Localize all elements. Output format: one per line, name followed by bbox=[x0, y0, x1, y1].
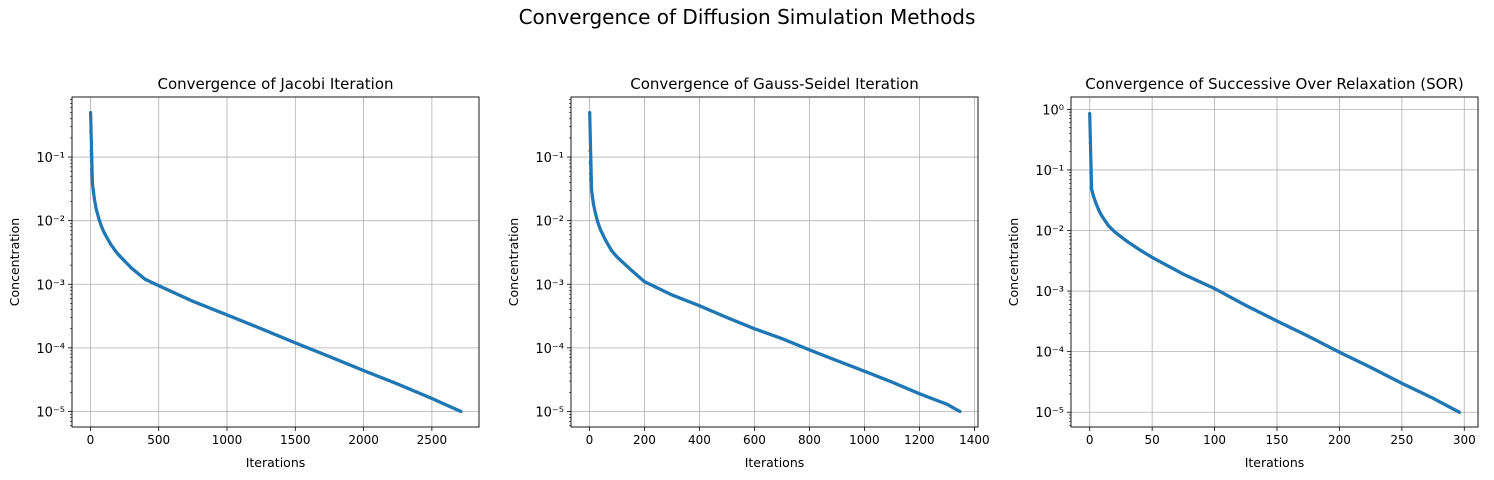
subplot-title: Convergence of Jacobi Iteration bbox=[157, 75, 393, 93]
y-tick-label: 10⁻⁴ bbox=[36, 342, 65, 357]
x-tick-label: 0 bbox=[1086, 433, 1094, 447]
y-tick-label: 10⁻³ bbox=[1035, 285, 1064, 300]
y-tick-label: 10⁻⁵ bbox=[36, 405, 65, 420]
y-tick-label: 10⁻⁴ bbox=[1035, 346, 1064, 361]
x-tick-label: 1400 bbox=[959, 433, 990, 447]
subplot-title: Convergence of Gauss-Seidel Iteration bbox=[630, 75, 919, 93]
y-tick-label: 10⁰ bbox=[1042, 103, 1064, 118]
x-tick-label: 2000 bbox=[348, 433, 379, 447]
y-tick-label: 10⁻⁵ bbox=[1035, 406, 1064, 421]
x-tick-label: 50 bbox=[1145, 433, 1160, 447]
y-tick-label: 10⁻² bbox=[1035, 225, 1064, 240]
x-tick-label: 1500 bbox=[280, 433, 311, 447]
y-axis-label: Concentration bbox=[506, 218, 521, 306]
series-line bbox=[1088, 111, 1461, 414]
series-line bbox=[88, 110, 463, 414]
subplot-3: 0 50 100 150 200 250 300 10⁻⁵ 10⁻⁴ 10⁻³ 10⁻² 10⁻¹ 10… bbox=[1006, 75, 1479, 470]
x-tick-label: 600 bbox=[743, 433, 766, 447]
series-line bbox=[588, 110, 962, 414]
y-tick-label: 10⁻¹ bbox=[535, 151, 564, 166]
x-tick-label: 1200 bbox=[904, 433, 935, 447]
x-axis-label: Iterations bbox=[246, 455, 306, 470]
y-tick-label: 10⁻² bbox=[36, 215, 65, 230]
x-tick-label: 100 bbox=[1203, 433, 1226, 447]
x-tick-label: 1000 bbox=[212, 433, 243, 447]
x-tick-label: 250 bbox=[1390, 433, 1413, 447]
x-tick-label: 300 bbox=[1453, 433, 1476, 447]
x-tick-label: 200 bbox=[633, 433, 656, 447]
x-tick-label: 200 bbox=[1328, 433, 1351, 447]
y-tick-label: 10⁻⁵ bbox=[535, 405, 564, 420]
data-markers bbox=[1088, 112, 1461, 414]
y-tick-label: 10⁻¹ bbox=[1035, 164, 1064, 179]
y-tick-label: 10⁻² bbox=[535, 215, 564, 230]
x-axis-label: Iterations bbox=[1245, 455, 1305, 470]
x-tick-label: 150 bbox=[1266, 433, 1289, 447]
subplot-title: Convergence of Successive Over Relaxatio… bbox=[1085, 75, 1464, 93]
y-tick-label: 10⁻³ bbox=[36, 278, 65, 293]
y-axis-label: Concentration bbox=[7, 218, 22, 306]
figure-title: Convergence of Diffusion Simulation Meth… bbox=[518, 5, 976, 29]
x-axis-label: Iterations bbox=[745, 455, 805, 470]
y-tick-label: 10⁻¹ bbox=[36, 151, 65, 166]
y-axis-label: Concentration bbox=[1006, 218, 1021, 306]
x-tick-label: 1000 bbox=[849, 433, 880, 447]
x-tick-label: 500 bbox=[147, 433, 170, 447]
axes-frame bbox=[1070, 96, 1479, 428]
subplot-1: 0 500 1000 1500 2000 2500 10⁻⁵ 10⁻⁴ 10⁻³ 10⁻² 10⁻¹… bbox=[7, 75, 480, 470]
axes-frame bbox=[570, 96, 979, 428]
x-tick-label: 2500 bbox=[417, 433, 448, 447]
x-tick-label: 400 bbox=[688, 433, 711, 447]
axes-frame bbox=[71, 96, 480, 428]
x-tick-label: 0 bbox=[87, 433, 95, 447]
x-tick-label: 0 bbox=[586, 433, 594, 447]
y-tick-label: 10⁻³ bbox=[535, 278, 564, 293]
data-markers bbox=[89, 111, 463, 413]
subplot-2: 0 200 400 600 800 1000 1200 1400 10⁻⁵ 10⁻⁴ 10⁻³ 10⁻… bbox=[506, 75, 990, 470]
y-tick-label: 10⁻⁴ bbox=[535, 342, 564, 357]
x-tick-label: 800 bbox=[798, 433, 821, 447]
